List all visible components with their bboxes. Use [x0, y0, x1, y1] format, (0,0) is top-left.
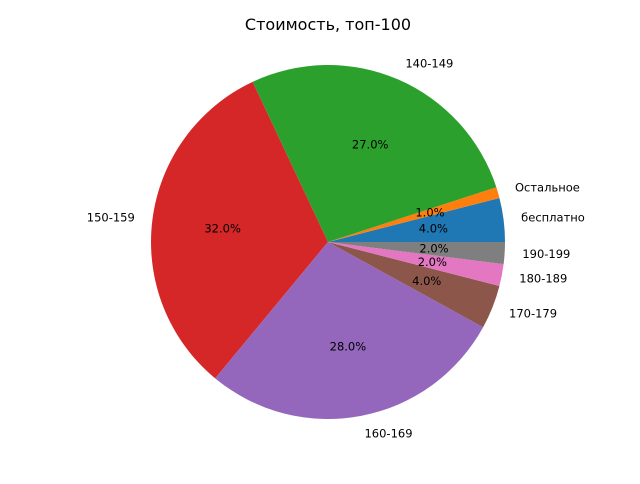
chart-title: Стоимость, топ-100	[245, 15, 411, 34]
pie-slice-160-169	[215, 242, 484, 419]
pie-percent-label-остальное: 1.0%	[415, 205, 444, 219]
pie-category-label-остальное: Остальное	[515, 181, 580, 195]
pie-percent-labels: 4.0% 1.0% 27.0% 32.0% 28.0% 4.0% 2.0%2.0%	[204, 138, 448, 354]
pie-slice-190-199	[328, 242, 505, 265]
pie-slices	[151, 65, 506, 419]
pie-category-label-150-159: 150-159	[87, 211, 135, 225]
pie-percent-label-160-169: 28.0%	[330, 339, 367, 353]
pie-percent-label-180-189: 2.0%	[418, 255, 447, 269]
pie-percent-label-170-179: 4.0%	[412, 274, 441, 288]
pie-slice-150-159	[151, 81, 328, 379]
pie-percent-label-бесплатно: 4.0%	[419, 222, 448, 236]
pie-percent-label-150-159: 32.0%	[204, 222, 241, 236]
pie-category-label-160-169: 160-169	[364, 426, 412, 440]
pie-slice-остальное	[328, 187, 500, 242]
pie-slice-180-189	[328, 242, 504, 287]
pie-category-label-170-179: 170-179	[509, 307, 557, 321]
pie-category-label-бесплатно: бесплатно	[521, 211, 585, 225]
pie-slice-140-149	[252, 65, 497, 242]
pie-slice-бесплатно	[328, 197, 506, 242]
pie-category-labels: бесплатно Остальное 140-149 150-159 160-169 1…	[87, 56, 585, 440]
pie-slice-170-179	[328, 242, 500, 328]
pie-percent-label-140-149: 27.0%	[352, 138, 389, 152]
pie-category-label-180-189: 180-189	[519, 271, 567, 285]
pie-category-label-140-149: 140-149	[405, 56, 453, 70]
pie-category-label-190-199: 190-199	[522, 247, 570, 261]
pie-percent-label-190-199: 2.0%	[419, 242, 448, 256]
